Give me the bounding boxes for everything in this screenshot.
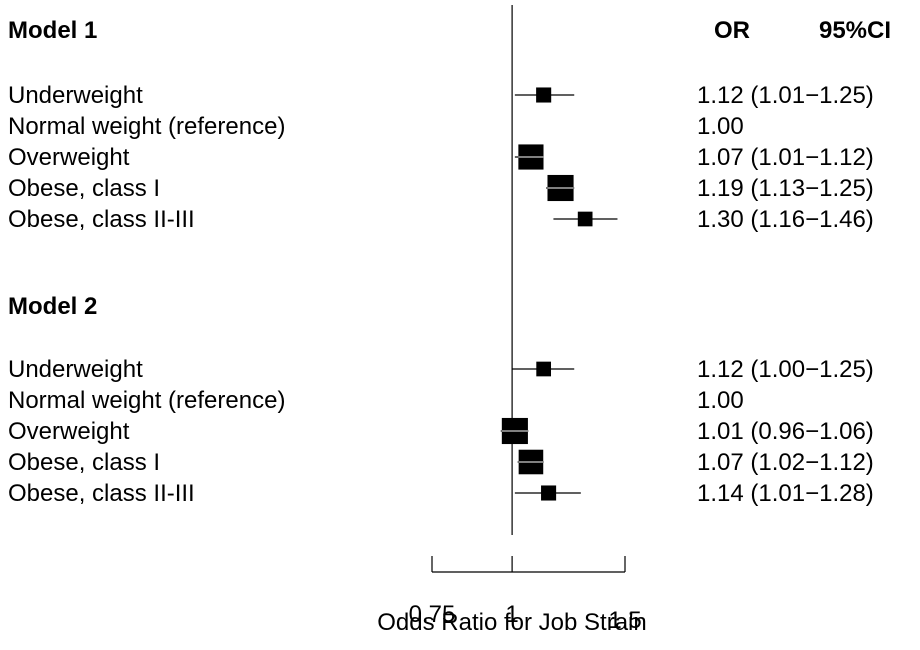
row-label: Obese, class II-III bbox=[8, 206, 195, 233]
row-label: Obese, class I bbox=[8, 175, 160, 202]
row-label: Obese, class I bbox=[8, 449, 160, 476]
estimate-text: 1.12 (1.00−1.25) bbox=[697, 356, 874, 383]
row-label: Overweight bbox=[8, 144, 130, 171]
estimate-text: 1.12 (1.01−1.25) bbox=[697, 82, 874, 109]
point-estimate bbox=[541, 485, 557, 501]
ci-column-header: 95%CI bbox=[819, 17, 891, 44]
estimate-text: 1.07 (1.01−1.12) bbox=[697, 144, 874, 171]
row-label: Normal weight (reference) bbox=[8, 387, 285, 414]
point-estimate bbox=[577, 211, 593, 227]
plot-marks: Model 1 Underweight 1.12 (1.01−1.25) Normal… bbox=[8, 5, 874, 634]
estimate-text: 1.01 (0.96−1.06) bbox=[697, 418, 874, 445]
row-label: Overweight bbox=[8, 418, 130, 445]
estimate-text: 1.00 bbox=[697, 387, 744, 414]
group-title: Model 2 bbox=[8, 293, 97, 320]
row-label: Obese, class II-III bbox=[8, 480, 195, 507]
or-column-header: OR bbox=[714, 17, 750, 44]
row-label: Underweight bbox=[8, 356, 143, 383]
x-tick-label: 1.5 bbox=[608, 607, 641, 634]
estimate-text: 1.07 (1.02−1.12) bbox=[697, 449, 874, 476]
estimate-text: 1.14 (1.01−1.28) bbox=[697, 480, 874, 507]
x-axis-label: Odds Ratio for Job Strain bbox=[377, 609, 646, 636]
estimate-text: 1.00 bbox=[697, 113, 744, 140]
row-label: Underweight bbox=[8, 82, 143, 109]
x-tick-label: 1 bbox=[505, 601, 518, 628]
x-tick-label: 0.75 bbox=[409, 601, 456, 628]
estimate-text: 1.30 (1.16−1.46) bbox=[697, 206, 874, 233]
point-estimate bbox=[536, 361, 552, 377]
row-label: Normal weight (reference) bbox=[8, 113, 285, 140]
group-title: Model 1 bbox=[8, 17, 97, 44]
point-estimate bbox=[536, 87, 552, 103]
estimate-text: 1.19 (1.13−1.25) bbox=[697, 175, 874, 202]
